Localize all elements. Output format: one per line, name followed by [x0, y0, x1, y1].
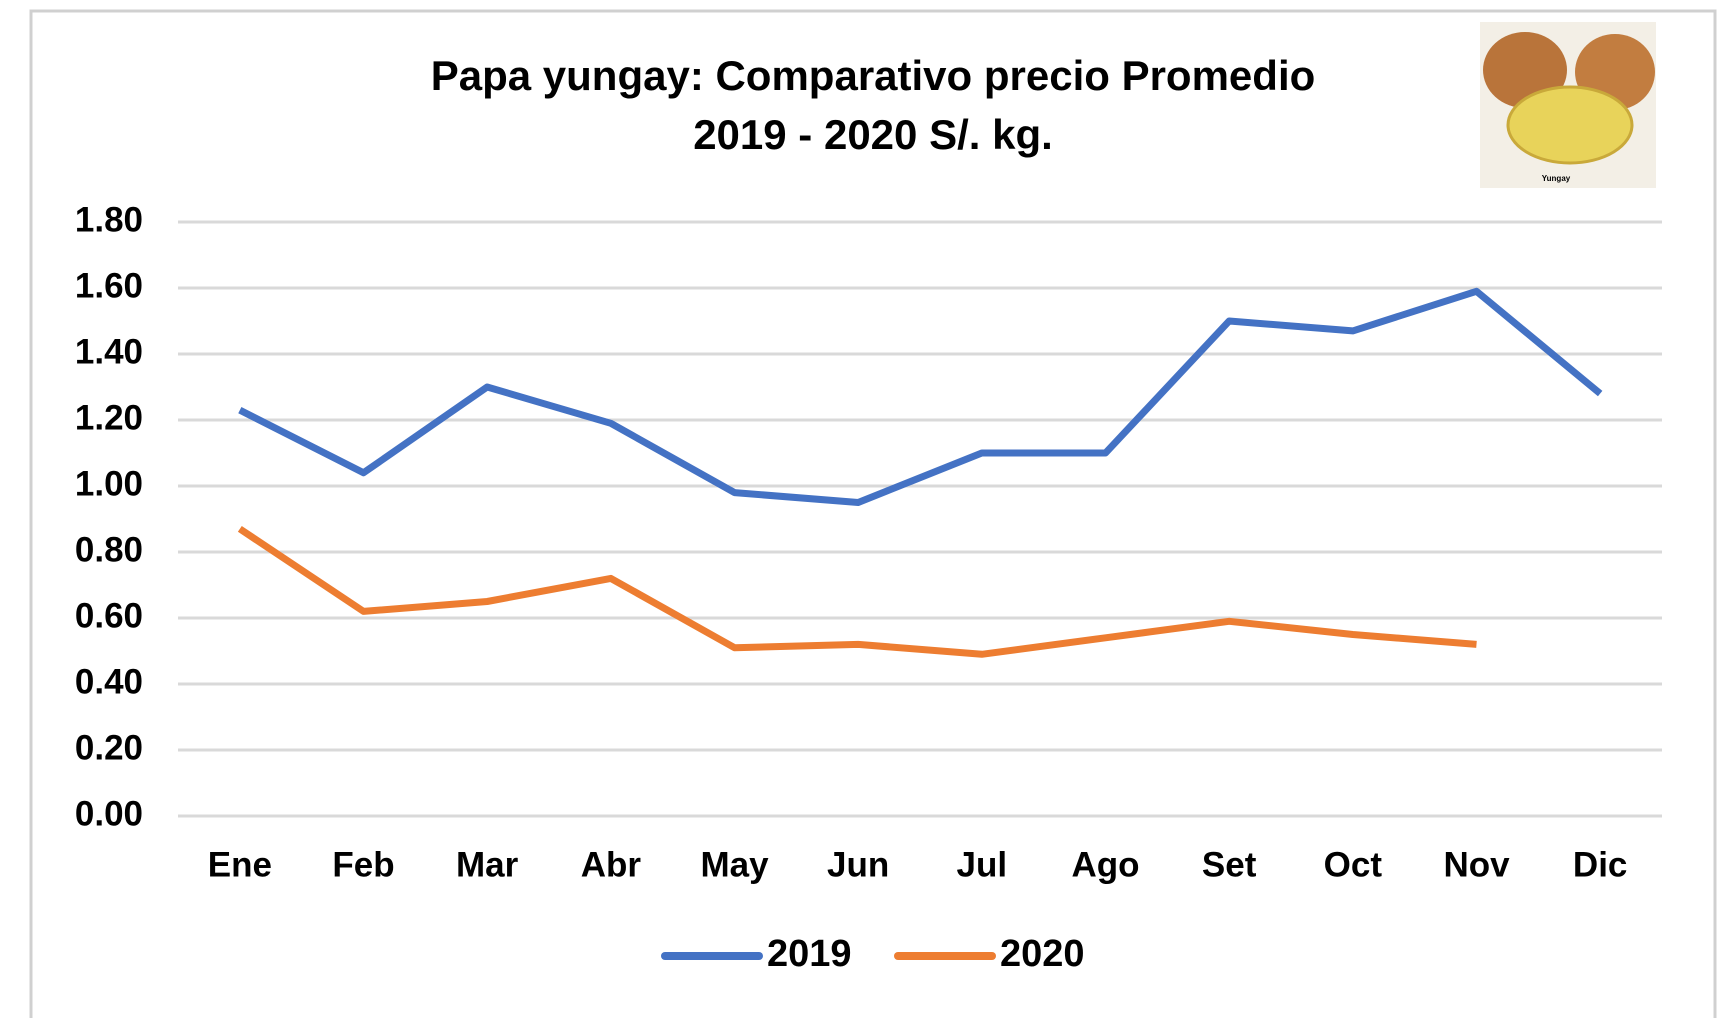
chart-border	[29, 9, 1717, 1018]
y-tick-label: 1.00	[75, 464, 143, 503]
y-tick-label: 1.80	[75, 200, 143, 239]
x-tick-label: Nov	[1443, 845, 1510, 884]
x-tick-label: Dic	[1573, 845, 1627, 884]
chart-title: 2019 - 2020 S/. kg.	[693, 111, 1053, 158]
x-tick-label: Ago	[1071, 845, 1139, 884]
legend-label: 2019	[767, 933, 852, 975]
x-tick-label: Jun	[827, 845, 889, 884]
series-line	[238, 287, 1603, 506]
x-tick-label: Mar	[456, 845, 519, 884]
y-tick-label: 0.20	[75, 728, 143, 767]
x-tick-label: May	[700, 845, 769, 884]
x-tick-label: Jul	[957, 845, 1008, 884]
x-tick-label: Set	[1202, 845, 1257, 884]
y-tick-label: 1.40	[75, 332, 143, 371]
x-tick-label: Ene	[208, 845, 272, 884]
y-tick-label: 1.60	[75, 266, 143, 305]
y-tick-label: 0.40	[75, 662, 143, 701]
series-line	[237, 525, 1477, 658]
y-tick-label: 0.60	[75, 596, 143, 635]
chart-title: Papa yungay: Comparativo precio Promedio	[431, 52, 1316, 99]
x-tick-label: Oct	[1324, 845, 1383, 884]
image-caption: Yungay	[1542, 174, 1571, 183]
potato-image: Yungay	[1480, 22, 1656, 188]
y-tick-label: 0.80	[75, 530, 143, 569]
y-tick-label: 0.00	[75, 794, 143, 833]
x-tick-label: Feb	[332, 845, 394, 884]
y-tick-label: 1.20	[75, 398, 143, 437]
x-tick-label: Abr	[581, 845, 642, 884]
legend-label: 2020	[1000, 933, 1085, 975]
